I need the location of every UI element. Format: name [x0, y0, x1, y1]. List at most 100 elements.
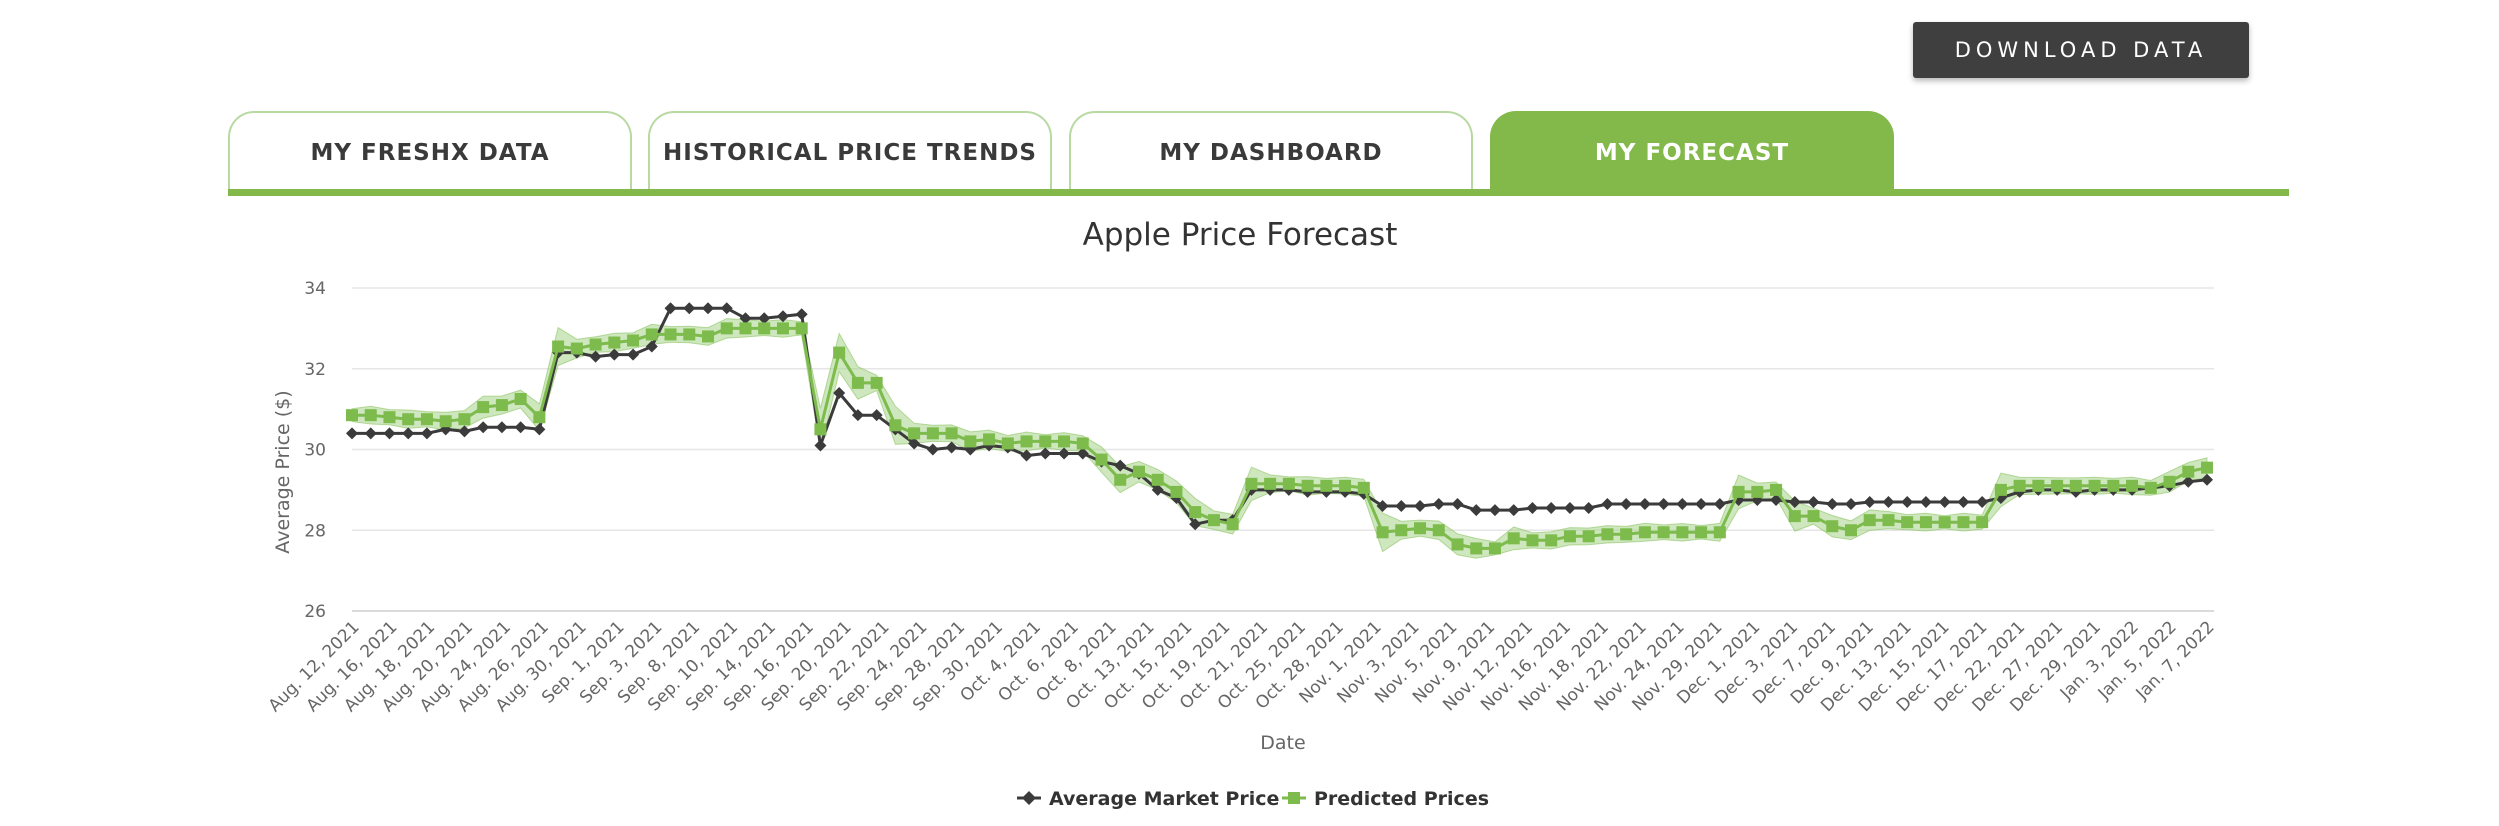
- market-price-point[interactable]: [1657, 498, 1670, 511]
- market-price-point[interactable]: [1414, 500, 1427, 513]
- market-price-point[interactable]: [420, 427, 433, 440]
- market-price-point[interactable]: [1638, 498, 1651, 511]
- tab-my-freshx-data[interactable]: MY FRESHX DATA: [228, 111, 632, 193]
- predicted-price-point[interactable]: [346, 409, 358, 422]
- market-price-point[interactable]: [833, 386, 846, 399]
- predicted-price-point[interactable]: [1170, 485, 1183, 498]
- market-price-point[interactable]: [477, 421, 490, 434]
- market-price-point[interactable]: [1020, 449, 1033, 462]
- predicted-price-point[interactable]: [477, 401, 490, 414]
- predicted-price-point[interactable]: [926, 427, 939, 440]
- market-price-point[interactable]: [2201, 473, 2213, 486]
- predicted-price-point[interactable]: [1320, 479, 1333, 492]
- predicted-price-point[interactable]: [1582, 530, 1595, 543]
- market-price-point[interactable]: [1601, 498, 1614, 511]
- predicted-price-point[interactable]: [851, 376, 864, 389]
- market-price-point[interactable]: [1058, 447, 1071, 460]
- predicted-price-point[interactable]: [1657, 526, 1670, 539]
- market-price-point[interactable]: [1432, 498, 1445, 511]
- predicted-price-point[interactable]: [1226, 518, 1239, 531]
- market-price-point[interactable]: [1770, 493, 1783, 506]
- predicted-price-point[interactable]: [1957, 516, 1970, 529]
- market-price-point[interactable]: [720, 302, 733, 315]
- market-price-point[interactable]: [814, 439, 827, 452]
- predicted-price-point[interactable]: [1638, 526, 1651, 539]
- predicted-price-point[interactable]: [645, 328, 658, 341]
- predicted-price-point[interactable]: [1938, 516, 1951, 529]
- predicted-price-point[interactable]: [383, 411, 396, 424]
- predicted-price-point[interactable]: [1282, 477, 1295, 490]
- predicted-price-point[interactable]: [702, 330, 715, 343]
- predicted-price-point[interactable]: [1601, 528, 1614, 541]
- market-price-point[interactable]: [739, 312, 752, 325]
- market-price-point[interactable]: [346, 427, 358, 440]
- predicted-price-point[interactable]: [1882, 514, 1895, 527]
- predicted-price-point[interactable]: [458, 413, 471, 426]
- predicted-price-point[interactable]: [1432, 524, 1445, 537]
- market-price-point[interactable]: [1844, 498, 1857, 511]
- predicted-price-point[interactable]: [439, 415, 452, 428]
- predicted-price-point[interactable]: [1058, 435, 1071, 448]
- download-data-button[interactable]: DOWNLOAD DATA: [1913, 22, 2249, 78]
- predicted-price-point[interactable]: [964, 435, 977, 448]
- market-price-point[interactable]: [945, 441, 958, 454]
- market-price-point[interactable]: [402, 427, 415, 440]
- market-price-point[interactable]: [683, 302, 696, 315]
- market-price-point[interactable]: [1470, 504, 1483, 517]
- market-price-point[interactable]: [495, 421, 508, 434]
- predicted-price-point[interactable]: [570, 342, 583, 355]
- predicted-price-point[interactable]: [1039, 435, 1052, 448]
- market-price-point[interactable]: [1451, 498, 1464, 511]
- market-price-point[interactable]: [1395, 500, 1408, 513]
- market-price-point[interactable]: [1526, 502, 1539, 515]
- market-price-point[interactable]: [1788, 495, 1801, 508]
- market-price-point[interactable]: [776, 310, 789, 323]
- predicted-price-point[interactable]: [2126, 479, 2139, 492]
- market-price-point[interactable]: [1151, 483, 1164, 496]
- predicted-price-point[interactable]: [420, 413, 433, 426]
- predicted-price-point[interactable]: [552, 340, 565, 353]
- predicted-price-point[interactable]: [1395, 524, 1408, 537]
- market-price-point[interactable]: [1563, 502, 1576, 515]
- predicted-price-point[interactable]: [664, 328, 677, 341]
- market-price-point[interactable]: [1620, 498, 1633, 511]
- market-price-point[interactable]: [851, 409, 864, 422]
- legend-market-label[interactable]: Average Market Price: [1049, 788, 1279, 810]
- predicted-price-point[interactable]: [1770, 483, 1783, 496]
- market-price-point[interactable]: [664, 302, 677, 315]
- predicted-price-point[interactable]: [2088, 479, 2101, 492]
- market-price-point[interactable]: [1488, 504, 1501, 517]
- predicted-price-point[interactable]: [1863, 514, 1876, 527]
- predicted-price-point[interactable]: [1132, 465, 1145, 478]
- predicted-price-point[interactable]: [1076, 437, 1089, 450]
- predicted-price-point[interactable]: [776, 322, 789, 335]
- predicted-price-point[interactable]: [1695, 526, 1708, 539]
- predicted-price-point[interactable]: [1488, 542, 1501, 555]
- predicted-price-point[interactable]: [2163, 475, 2176, 488]
- predicted-price-point[interactable]: [1713, 526, 1726, 539]
- predicted-price-point[interactable]: [833, 346, 846, 359]
- predicted-price-point[interactable]: [1844, 524, 1857, 537]
- predicted-price-point[interactable]: [983, 433, 996, 446]
- market-price-point[interactable]: [702, 302, 715, 315]
- market-price-point[interactable]: [870, 409, 883, 422]
- predicted-price-point[interactable]: [1451, 538, 1464, 551]
- predicted-price-point[interactable]: [795, 322, 808, 335]
- predicted-price-point[interactable]: [1376, 526, 1389, 539]
- predicted-price-point[interactable]: [1301, 479, 1314, 492]
- predicted-price-point[interactable]: [608, 336, 621, 349]
- market-price-point[interactable]: [1114, 459, 1127, 472]
- predicted-price-point[interactable]: [1751, 485, 1764, 498]
- market-price-point[interactable]: [1826, 498, 1839, 511]
- predicted-price-point[interactable]: [2069, 479, 2082, 492]
- predicted-price-point[interactable]: [683, 328, 696, 341]
- predicted-price-point[interactable]: [2144, 481, 2157, 494]
- market-price-point[interactable]: [1938, 495, 1951, 508]
- predicted-price-point[interactable]: [908, 427, 921, 440]
- predicted-price-point[interactable]: [2107, 479, 2120, 492]
- predicted-price-point[interactable]: [1620, 528, 1633, 541]
- tab-my-dashboard[interactable]: MY DASHBOARD: [1069, 111, 1473, 193]
- market-price-point[interactable]: [1676, 498, 1689, 511]
- predicted-price-point[interactable]: [1732, 485, 1745, 498]
- predicted-price-point[interactable]: [2013, 479, 2026, 492]
